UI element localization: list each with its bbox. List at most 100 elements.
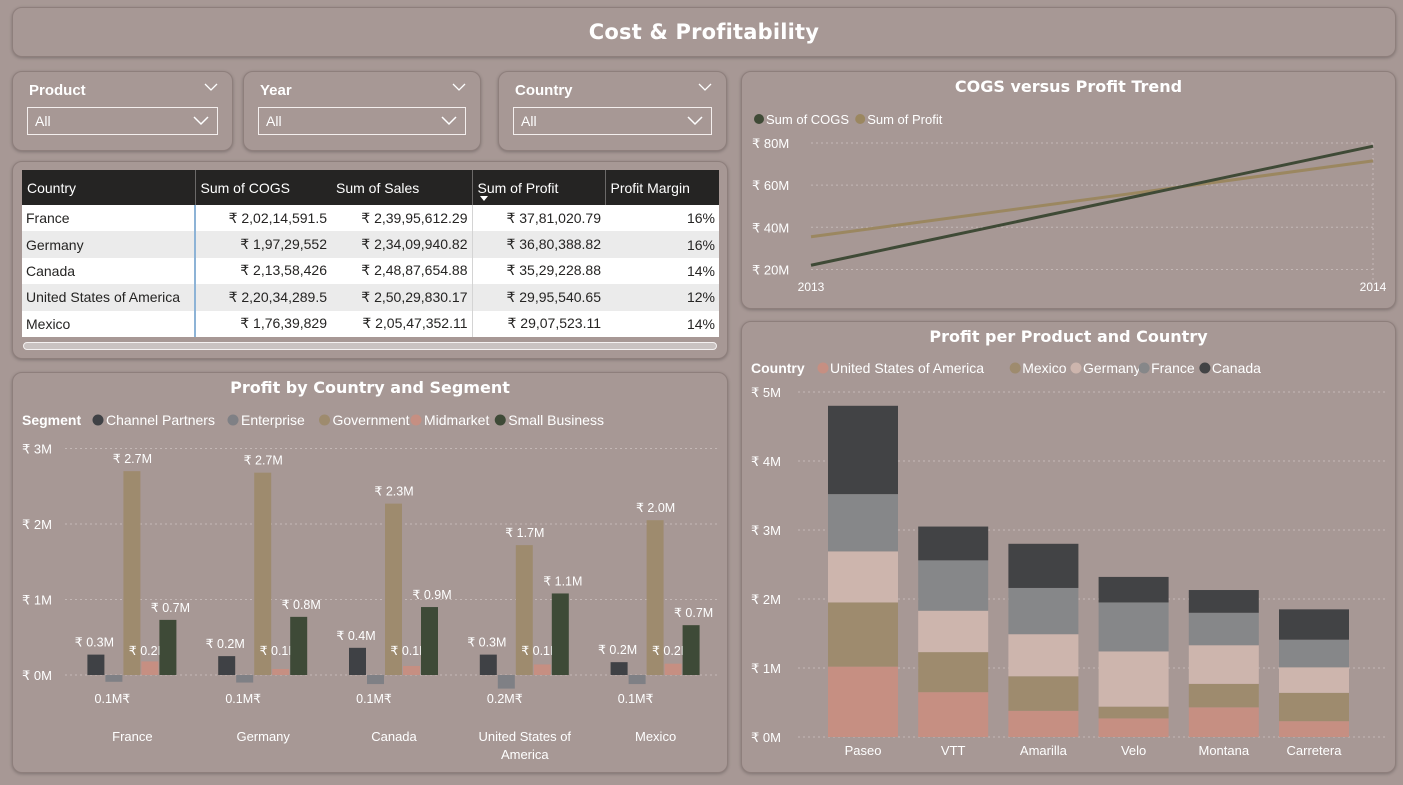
bar[interactable] [551,593,569,675]
cell-country: Germany [22,231,196,258]
country-slicer[interactable]: Country All [498,71,727,151]
bar-segment[interactable] [1279,667,1349,693]
bar[interactable] [290,616,308,675]
y-tick-label: ₹ 3M [22,442,52,457]
legend-label[interactable]: Government [333,412,410,428]
bar-segment[interactable] [1188,683,1259,708]
bar[interactable] [497,675,515,689]
bar-segment[interactable] [1279,639,1349,668]
horizontal-scrollbar[interactable] [23,342,717,350]
bar[interactable] [533,664,551,675]
series-line[interactable] [810,159,1374,239]
bar-segment[interactable] [1098,706,1169,719]
bar[interactable] [515,545,533,675]
bar[interactable] [349,647,366,675]
chevron-down-icon[interactable] [204,82,218,92]
product-slicer[interactable]: Product All [12,71,233,151]
legend-label[interactable]: Midmarket [424,412,489,428]
bar[interactable] [385,503,402,675]
legend-marker [410,414,422,426]
series-line[interactable] [810,144,1374,267]
bar-segment[interactable] [1279,609,1349,640]
chevron-down-icon[interactable] [698,82,712,92]
bar-segment[interactable] [918,560,989,611]
bar-segment[interactable] [1098,651,1169,707]
bar[interactable] [159,619,177,675]
bar[interactable] [479,654,497,675]
legend-label[interactable]: Sum of Profit [867,112,943,127]
bar[interactable] [664,663,682,675]
bar-segment[interactable] [918,652,989,693]
bar[interactable] [403,665,420,675]
legend-label[interactable]: Small Business [508,412,604,428]
bar-segment[interactable] [918,692,989,737]
table-row[interactable]: France ₹ 2,02,14,591.5 ₹ 2,39,95,612.29 … [22,205,719,232]
bar-segment[interactable] [1008,710,1079,737]
column-header-profit[interactable]: Sum of Profit [471,170,605,205]
bar-segment[interactable] [1188,612,1259,646]
bar-segment[interactable] [1279,721,1349,737]
column-header-cogs[interactable]: Sum of COGS [194,170,331,205]
chevron-down-icon [193,116,209,126]
y-tick-label: ₹ 4M [751,454,781,469]
bar-segment[interactable] [828,666,898,737]
legend-marker [1070,362,1082,374]
column-header-sales[interactable]: Sum of Sales [331,170,472,205]
bar-segment[interactable] [1098,718,1169,737]
product-dropdown[interactable]: All [27,107,218,135]
bar[interactable] [421,607,438,675]
legend-label[interactable]: Enterprise [241,412,305,428]
table-row[interactable]: Germany ₹ 1,97,29,552 ₹ 2,34,09,940.82 ₹… [22,231,719,258]
bar[interactable] [610,662,628,675]
bar-segment[interactable] [918,610,989,653]
bar[interactable] [218,656,236,675]
column-header-country[interactable]: Country [22,170,195,205]
year-dropdown[interactable]: All [258,107,466,135]
chevron-down-icon[interactable] [452,82,466,92]
table-row[interactable]: Mexico ₹ 1,76,39,829 ₹ 2,05,47,352.11 ₹ … [22,310,719,337]
y-tick-label: ₹ 1M [751,661,781,676]
bar-segment[interactable] [1008,543,1079,588]
bar-segment[interactable] [828,551,898,603]
legend-label[interactable]: Sum of COGS [766,112,849,127]
bar[interactable] [272,668,290,675]
legend-label[interactable]: Canada [1212,360,1261,376]
legend-marker [754,114,764,124]
data-label: ₹ 1.7M [505,526,544,540]
bar-segment[interactable] [1188,645,1259,684]
bar-segment[interactable] [828,602,898,667]
legend-label[interactable]: France [1151,360,1195,376]
bar-segment[interactable] [1008,676,1079,711]
legend-label[interactable]: Mexico [1022,360,1067,376]
bar-segment[interactable] [918,526,989,561]
country-slicer-label: Country [515,82,573,99]
bar-segment[interactable] [1008,634,1079,677]
table-row[interactable]: United States of America ₹ 2,20,34,289.5… [22,284,719,311]
column-header-margin[interactable]: Profit Margin [604,170,719,205]
bar[interactable] [682,625,700,675]
bar[interactable] [236,675,254,683]
bar-segment[interactable] [1188,707,1259,737]
bar[interactable] [87,654,105,675]
legend-label[interactable]: United States of America [830,360,984,376]
bar[interactable] [123,471,141,675]
bar-segment[interactable] [1008,587,1079,635]
country-dropdown[interactable]: All [513,107,712,135]
bar[interactable] [646,520,664,675]
bar[interactable] [141,661,159,675]
bar[interactable] [105,675,123,682]
bar-segment[interactable] [1098,576,1169,603]
bar-segment[interactable] [828,405,898,495]
year-slicer[interactable]: Year All [243,71,481,151]
y-tick-label: ₹ 1M [22,593,52,608]
bar-segment[interactable] [1188,590,1259,613]
bar[interactable] [367,675,384,685]
bar-segment[interactable] [1098,602,1169,652]
table-row[interactable]: Canada ₹ 2,13,58,426 ₹ 2,48,87,654.88 ₹ … [22,257,719,285]
legend-label[interactable]: Channel Partners [106,412,215,428]
bar[interactable] [254,472,272,675]
bar[interactable] [628,675,646,685]
legend-label[interactable]: Germany [1083,360,1141,376]
bar-segment[interactable] [828,494,898,552]
bar-segment[interactable] [1279,692,1349,722]
